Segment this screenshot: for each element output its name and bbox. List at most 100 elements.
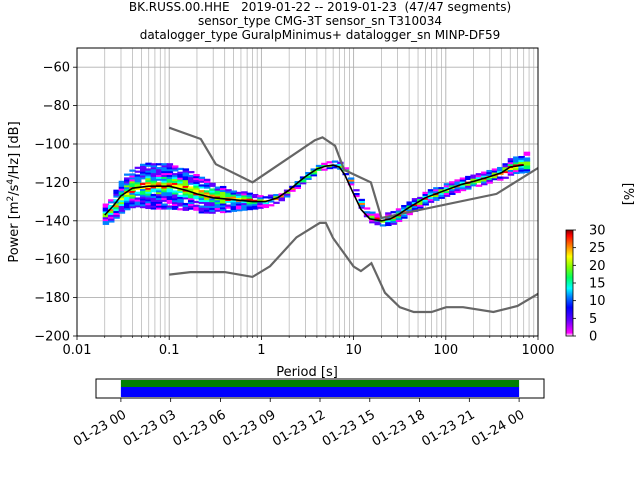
heatmap-cell [523, 168, 531, 172]
heatmap-cell [108, 210, 115, 213]
heatmap-cell [438, 187, 445, 190]
heatmap-cell [134, 166, 142, 169]
heatmap-cell [124, 198, 131, 201]
heatmap-cell [401, 214, 408, 217]
heatmap-cell [198, 195, 206, 199]
heatmap-cell [145, 206, 152, 210]
colorbar-tick-label: 5 [589, 312, 597, 327]
heatmap-cell [193, 191, 200, 194]
heatmap-cell [150, 170, 158, 174]
heatmap-cell [177, 173, 184, 176]
heatmap-cell [161, 207, 168, 210]
nlnm-curve [169, 221, 538, 314]
heatmap-cell [166, 199, 174, 202]
heatmap-cell [203, 203, 211, 206]
heatmap-cell [113, 206, 120, 210]
heatmap-cell [475, 173, 483, 176]
heatmap-cell [140, 196, 147, 199]
heatmap-cell [283, 195, 291, 198]
heatmap-cell [161, 195, 168, 199]
heatmap-cell [267, 204, 275, 207]
heatmap-cell [182, 197, 190, 200]
heatmap-cell [507, 158, 515, 161]
heatmap-cell [177, 179, 184, 182]
heatmap-cell [214, 199, 222, 203]
heatmap-cell [155, 192, 163, 195]
heatmap-cell [182, 181, 190, 185]
heatmap-cell [177, 200, 184, 203]
heatmap-cell [150, 165, 158, 168]
heatmap-cell [369, 219, 376, 222]
heatmap-cell [166, 182, 174, 185]
heatmap-cell [113, 189, 120, 192]
heatmap-cell [182, 183, 190, 186]
heatmap-cell [171, 182, 179, 185]
heatmap-cell [182, 172, 190, 175]
heatmap-cell [134, 170, 142, 173]
heatmap-cell [140, 198, 147, 201]
heatmap-cell [155, 195, 163, 199]
heatmap-cell [406, 209, 413, 212]
heatmap-cell [246, 206, 254, 209]
heatmap-cell [214, 194, 222, 197]
heatmap-cell [235, 209, 243, 212]
heatmap-cell [411, 205, 419, 208]
heatmap-cell [422, 197, 429, 200]
heatmap-cell [225, 194, 232, 198]
heatmap-cell [150, 178, 158, 181]
colorbar [565, 229, 574, 337]
heatmap-cell [171, 165, 179, 168]
heatmap-cell [161, 192, 168, 195]
heatmap-cell [305, 175, 312, 179]
heatmap-cell [299, 180, 307, 183]
heatmap-cell [518, 159, 525, 163]
heatmap-cell [161, 167, 168, 170]
heatmap-cell [140, 188, 147, 191]
heatmap-cell [443, 194, 451, 197]
y-axis-label: Power [m2/s4/Hz] [dB] [6, 121, 22, 262]
heatmap-cell [145, 183, 152, 186]
heatmap-cell [310, 168, 317, 171]
heatmap-cell [166, 197, 174, 200]
heatmap-cell [518, 167, 525, 170]
heatmap-cell [166, 188, 174, 191]
heatmap-cell [342, 167, 349, 170]
heatmap-cell [187, 196, 195, 199]
heatmap-cell [358, 198, 365, 202]
heatmap-cell [294, 184, 301, 188]
heatmap-cell [230, 207, 238, 210]
heatmap-cell [283, 191, 291, 194]
heatmap-cell [129, 198, 136, 201]
heatmap-cell [161, 178, 168, 181]
heatmap-cell [140, 165, 147, 168]
heatmap-cell [171, 178, 179, 182]
heatmap-cell [161, 165, 168, 168]
heatmap-cell [230, 194, 238, 197]
heatmap-cell [513, 164, 520, 167]
heatmap-cell [113, 214, 120, 217]
heatmap-cell [118, 203, 126, 207]
heatmap-cell [257, 206, 264, 209]
heatmap-cell [150, 168, 158, 172]
heatmap-cell [118, 198, 126, 201]
heatmap-cell [155, 203, 163, 206]
x-tick-label: 10 [345, 343, 362, 358]
heatmap-cell [342, 173, 349, 176]
heatmap-cell [113, 205, 120, 208]
heatmap-cell [214, 207, 222, 210]
heatmap-cell [262, 201, 270, 205]
heatmap-cell [411, 200, 419, 203]
heatmap-cell [502, 167, 509, 170]
heatmap-cell [134, 197, 142, 200]
heatmap-cell [187, 201, 195, 204]
heatmap-cell [166, 180, 174, 183]
heatmap-cell [108, 199, 115, 202]
heatmap-cell [177, 181, 184, 184]
heatmap-cell [140, 163, 147, 166]
heatmap-cell [166, 201, 174, 204]
heatmap-cell [241, 200, 248, 204]
heatmap-cell [161, 197, 168, 200]
heatmap-cell [150, 190, 158, 193]
heatmap-cell [187, 174, 195, 178]
heatmap-cell [518, 165, 525, 168]
